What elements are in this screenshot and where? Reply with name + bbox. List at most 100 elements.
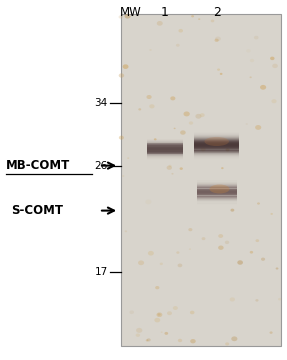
Ellipse shape [249, 76, 252, 78]
Bar [147, 143, 183, 145]
Ellipse shape [138, 108, 141, 111]
Ellipse shape [237, 260, 243, 265]
Ellipse shape [189, 121, 193, 125]
Ellipse shape [183, 112, 190, 116]
Ellipse shape [272, 99, 277, 103]
Ellipse shape [214, 39, 219, 42]
Bar [195, 144, 239, 147]
Ellipse shape [269, 332, 273, 334]
Ellipse shape [171, 173, 174, 175]
Ellipse shape [190, 339, 196, 343]
Ellipse shape [211, 19, 214, 22]
Ellipse shape [155, 286, 159, 289]
Bar [197, 197, 237, 199]
Ellipse shape [179, 29, 183, 32]
Bar [197, 184, 237, 186]
Ellipse shape [136, 333, 140, 337]
Bar [197, 195, 237, 198]
Bar [147, 154, 183, 156]
Bar [197, 202, 237, 204]
Ellipse shape [198, 18, 200, 20]
Bar [197, 186, 237, 188]
Ellipse shape [122, 175, 124, 177]
Bar [147, 141, 183, 143]
Ellipse shape [180, 167, 183, 170]
Bar [195, 141, 239, 143]
Ellipse shape [190, 311, 195, 314]
Ellipse shape [178, 264, 182, 267]
Ellipse shape [125, 14, 131, 19]
Bar [195, 157, 239, 159]
Ellipse shape [255, 299, 259, 302]
Ellipse shape [154, 138, 157, 140]
Ellipse shape [119, 15, 123, 19]
Ellipse shape [145, 199, 152, 204]
Ellipse shape [261, 257, 265, 261]
Ellipse shape [154, 318, 160, 323]
Bar [195, 140, 239, 142]
Bar [147, 156, 183, 158]
Ellipse shape [218, 246, 224, 250]
Text: 1: 1 [161, 6, 169, 19]
Bar [195, 150, 239, 153]
Ellipse shape [178, 339, 182, 342]
Ellipse shape [136, 328, 142, 333]
Ellipse shape [220, 73, 222, 75]
Bar [147, 146, 183, 148]
Bar [147, 152, 183, 154]
Ellipse shape [168, 165, 172, 167]
Ellipse shape [167, 311, 172, 315]
Bar [121, 14, 281, 346]
Ellipse shape [218, 234, 223, 238]
Ellipse shape [257, 202, 260, 205]
Bar [197, 183, 237, 185]
Ellipse shape [189, 248, 191, 250]
Bar [147, 141, 183, 144]
Ellipse shape [200, 113, 205, 117]
Bar [147, 144, 183, 147]
Ellipse shape [149, 49, 152, 51]
Bar [147, 139, 183, 141]
Ellipse shape [149, 104, 155, 108]
Ellipse shape [123, 64, 129, 69]
Ellipse shape [276, 267, 278, 270]
Ellipse shape [176, 251, 179, 254]
Ellipse shape [246, 49, 251, 53]
Ellipse shape [127, 157, 129, 159]
Bar [147, 152, 183, 154]
Bar [147, 155, 183, 157]
Bar [195, 154, 239, 157]
Text: 34: 34 [94, 98, 108, 108]
Bar [197, 199, 237, 201]
Bar [195, 149, 239, 152]
Bar [197, 188, 237, 190]
Bar [197, 185, 237, 187]
Ellipse shape [230, 297, 235, 302]
Ellipse shape [156, 312, 162, 317]
Bar [195, 148, 239, 150]
Ellipse shape [246, 123, 248, 125]
Text: MW: MW [120, 6, 141, 19]
Ellipse shape [270, 57, 275, 60]
Ellipse shape [166, 149, 168, 151]
Bar [195, 142, 239, 144]
Bar [197, 192, 237, 194]
Text: S-COMT: S-COMT [11, 204, 63, 217]
Ellipse shape [146, 339, 148, 342]
Ellipse shape [204, 137, 229, 146]
Bar [195, 135, 239, 137]
Bar [195, 139, 239, 141]
Bar [147, 157, 183, 159]
Bar [195, 156, 239, 158]
Ellipse shape [255, 125, 261, 130]
Ellipse shape [147, 338, 151, 342]
Bar [147, 153, 183, 156]
Ellipse shape [250, 251, 253, 253]
Ellipse shape [129, 310, 134, 314]
Ellipse shape [138, 260, 144, 265]
Ellipse shape [201, 237, 205, 240]
Ellipse shape [210, 185, 230, 193]
Ellipse shape [164, 332, 168, 335]
Ellipse shape [148, 251, 154, 256]
Ellipse shape [270, 213, 273, 215]
